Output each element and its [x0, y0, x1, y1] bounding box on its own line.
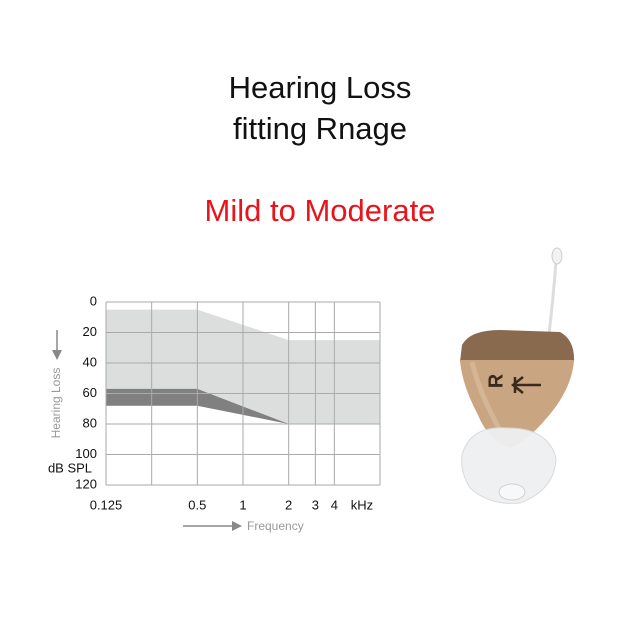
x-tick-label: 4 — [331, 497, 338, 512]
x-tick-label: 3 — [312, 497, 319, 512]
x-arrow-head — [232, 521, 242, 531]
y-tick-label: 0 — [90, 293, 97, 308]
x-tick-label: 2 — [285, 497, 292, 512]
x-unit: kHz — [351, 497, 373, 512]
x-axis-label: Frequency — [247, 519, 304, 533]
x-tick-label: 0.5 — [188, 497, 206, 512]
y-tick-label: 20 — [83, 324, 97, 339]
y-tick-label: 40 — [83, 354, 97, 369]
device: R — [460, 247, 575, 504]
x-tick-label: 0.125 — [90, 497, 123, 512]
y-tick-label: 120 — [75, 476, 97, 491]
y-tick-label: 60 — [83, 385, 97, 400]
y-unit: dB SPL — [48, 460, 92, 475]
title-line: fitting Rnage — [233, 111, 407, 146]
plot: 0 20 40 60 80 100 120 0.125 0.5 1 2 3 4 — [75, 293, 381, 512]
title-line: Hearing Loss — [229, 70, 412, 105]
subtitle: Mild to Moderate — [205, 193, 436, 228]
y-tick-label: 80 — [83, 415, 97, 430]
y-axis-label: Hearing Loss — [49, 368, 63, 439]
device-label: R — [485, 373, 507, 388]
y-tick-label: 100 — [75, 446, 97, 461]
x-tick-label: 1 — [239, 497, 246, 512]
y-arrow-head — [52, 350, 62, 360]
